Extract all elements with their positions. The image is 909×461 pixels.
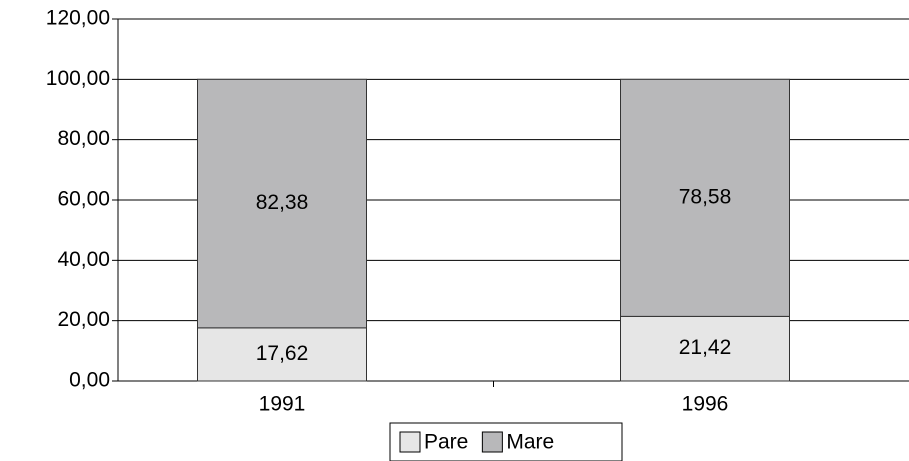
bar-segment xyxy=(197,78,367,329)
value-label: 21,42 xyxy=(679,336,732,359)
y-tick-label: 0,00 xyxy=(69,369,110,392)
x-tick-label: 1991 xyxy=(259,393,306,416)
value-label: 82,38 xyxy=(256,191,309,214)
y-tick-label: 80,00 xyxy=(57,127,110,150)
y-tick-label: 60,00 xyxy=(57,188,110,211)
y-tick-label: 20,00 xyxy=(57,308,110,331)
legend-label: Pare xyxy=(424,431,468,454)
y-tick-label: 40,00 xyxy=(57,248,110,271)
bar-segment xyxy=(620,78,790,317)
y-tick-label: 120,00 xyxy=(46,7,110,30)
y-tick-label: 100,00 xyxy=(46,67,110,90)
x-tick-label: 1996 xyxy=(682,393,729,416)
legend-swatch xyxy=(399,431,421,453)
legend-label: Mare xyxy=(506,431,554,454)
bar-segment xyxy=(620,315,790,382)
legend-swatch xyxy=(481,431,503,453)
bar-segment xyxy=(197,327,367,382)
legend-box xyxy=(389,422,623,461)
value-label: 17,62 xyxy=(256,342,309,365)
value-label: 78,58 xyxy=(679,185,732,208)
